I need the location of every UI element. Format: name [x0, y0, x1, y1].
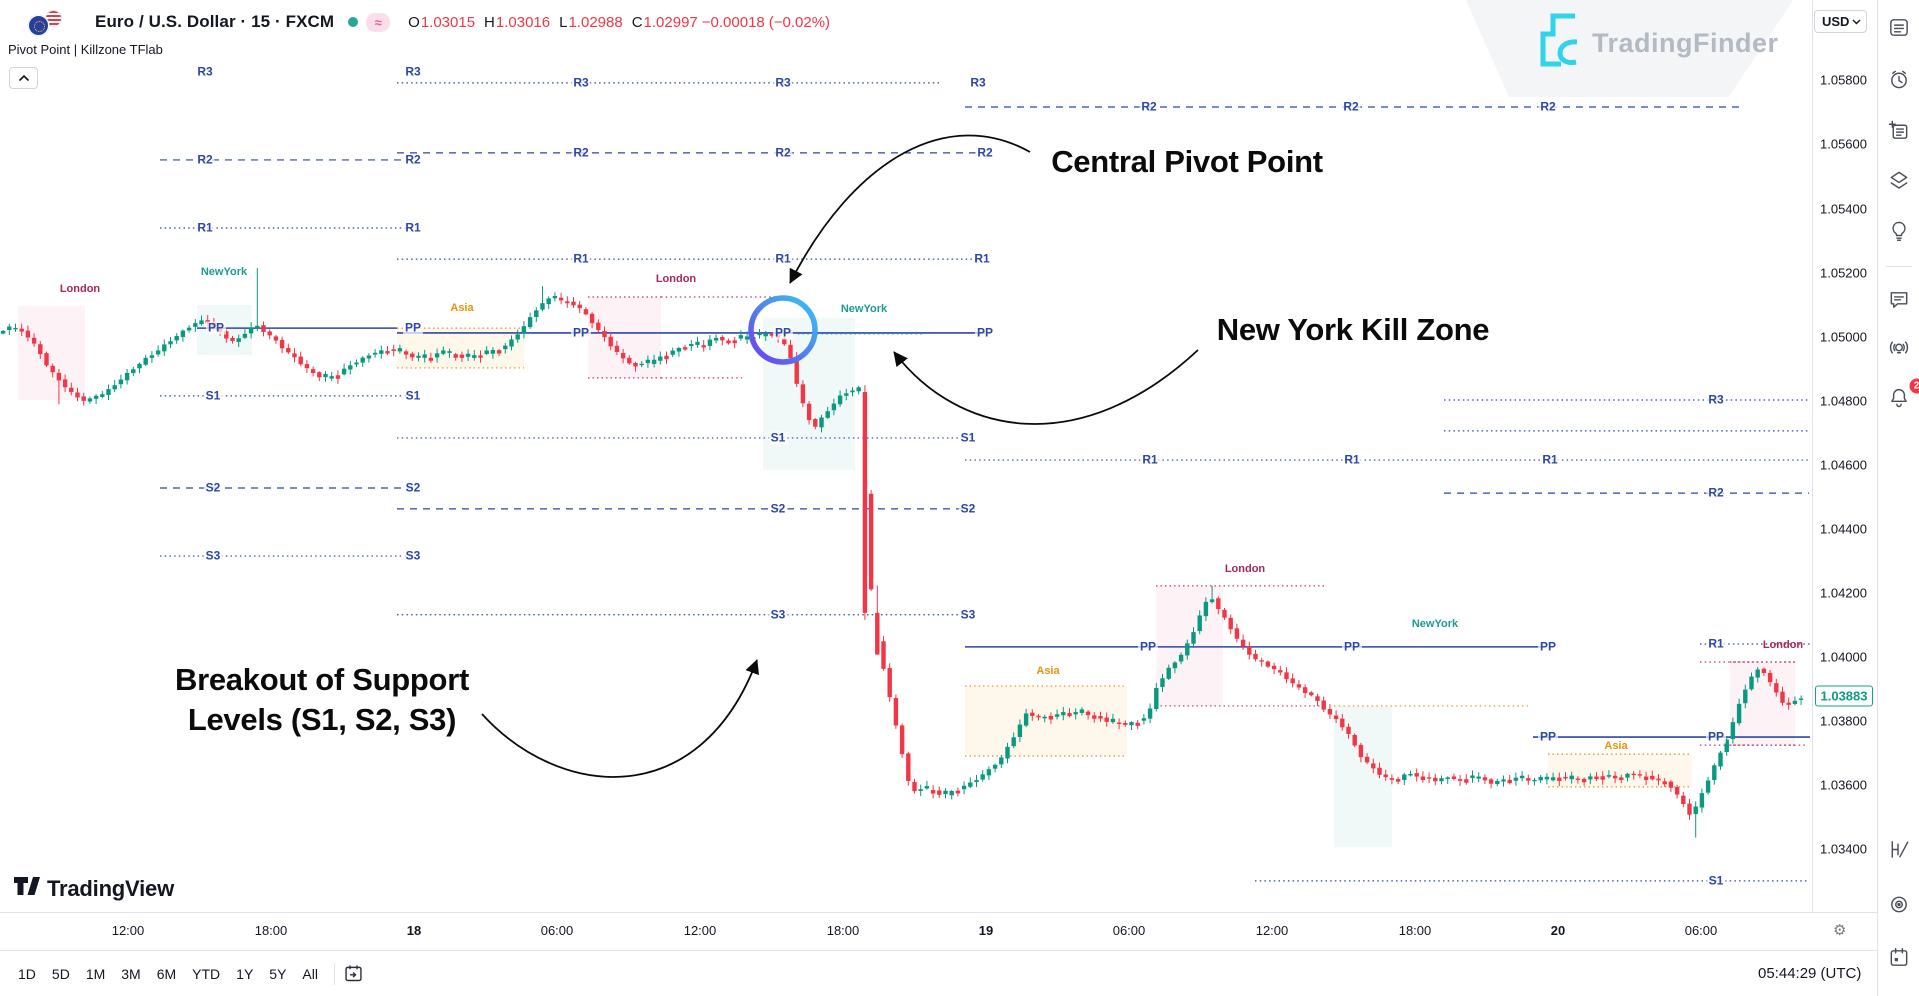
tradingfinder-logo-icon — [1540, 13, 1578, 67]
tradingview-logo-icon — [14, 877, 40, 895]
range-button-1m[interactable]: 1M — [85, 965, 106, 982]
open-value: 1.03015 — [420, 13, 476, 31]
collapse-legend-button[interactable] — [9, 67, 38, 89]
object-tree-icon[interactable] — [1887, 169, 1910, 198]
utc-clock[interactable]: 05:44:29 (UTC) — [1758, 965, 1862, 982]
time-axis[interactable]: ⚙ 12:00 18:00 18 06:00 12:00 18:00 19 06:00 12:0… — [0, 912, 1877, 950]
change-value: −0.00018 — [701, 13, 765, 31]
killzone-box-newyork — [1334, 705, 1392, 848]
time-axis-label: 12:00 — [111, 923, 145, 938]
price-axis-label: 1.04600 — [1820, 457, 1867, 473]
right-icon-sidebar: 2 — [1877, 0, 1919, 996]
settings-gear-icon[interactable]: ⚙ — [1833, 922, 1847, 939]
time-axis-label: 18:00 — [826, 923, 860, 938]
breakout-support-levels-arrow — [481, 659, 759, 778]
time-axis-day-label: 20 — [1550, 923, 1566, 938]
price-axis-label: 1.04800 — [1820, 393, 1867, 409]
price-axis-label: 1.05800 — [1820, 72, 1867, 88]
ohlc-readout: O1.03015 H1.03016 L1.02988 C1.02997 — [408, 13, 698, 31]
killzone-box-london — [588, 296, 661, 378]
chat-icon[interactable] — [1887, 288, 1910, 317]
tradingview-logo[interactable]: TradingView — [14, 876, 174, 902]
change-percent: (−0.02%) — [768, 13, 831, 31]
new-york-kill-zone-arrow — [893, 349, 1199, 425]
range-button-ytd[interactable]: YTD — [192, 965, 221, 982]
currency-dropdown[interactable]: USD — [1814, 10, 1867, 33]
symbol-header: Euro / U.S. Dollar · 15 · FXCM ≈ O1.0301… — [0, 0, 1400, 89]
price-axis-label: 1.05400 — [1820, 201, 1867, 217]
time-axis-label: 06:00 — [540, 923, 574, 938]
killzone-box-london — [18, 305, 85, 401]
chevron-down-icon — [1852, 19, 1861, 24]
low-value: 1.02988 — [568, 13, 623, 31]
time-axis-label: 18:00 — [254, 923, 288, 938]
bottom-calendar-icon[interactable] — [1887, 946, 1910, 975]
notifications-badge: 2 — [1909, 378, 1919, 394]
range-button-3m[interactable]: 3M — [121, 965, 141, 982]
price-axis[interactable]: 1.03883 1.05800 1.05600 1.05400 1.05200 1.05… — [1812, 0, 1877, 950]
price-axis-label: 1.04400 — [1820, 521, 1867, 537]
chevron-up-icon — [18, 74, 29, 82]
range-button-5d[interactable]: 5D — [51, 965, 70, 982]
indicator-legend[interactable]: Pivot Point | Killzone TFlab — [8, 42, 163, 57]
central-pivot-point-arrow — [789, 134, 1031, 284]
price-axis-label: 1.03800 — [1820, 713, 1867, 729]
trading-panel-icon[interactable] — [1887, 838, 1910, 867]
go-to-date-icon[interactable] — [343, 963, 364, 984]
killzone-box-newyork — [763, 317, 855, 471]
time-axis-label: 12:00 — [1255, 923, 1289, 938]
range-button-5y[interactable]: 5Y — [269, 965, 287, 982]
market-open-dot-icon[interactable] — [348, 17, 359, 27]
price-axis-label: 1.04200 — [1820, 585, 1867, 601]
time-axis-day-label: 19 — [978, 923, 994, 938]
tradingfinder-watermark — [1465, 0, 1794, 97]
tradingview-logo-text: TradingView — [47, 876, 174, 901]
alerts-clock-icon[interactable] — [1887, 68, 1910, 97]
watchlist-icon[interactable] — [1887, 16, 1910, 45]
time-axis-label: 06:00 — [1684, 923, 1718, 938]
range-button-6m[interactable]: 6M — [156, 965, 177, 982]
target-icon[interactable] — [1887, 893, 1910, 922]
sidebar-divider — [1886, 266, 1912, 267]
notes-add-icon[interactable] — [1887, 119, 1910, 148]
killzone-box-london — [1730, 661, 1795, 746]
symbol-title[interactable]: Euro / U.S. Dollar · 15 · FXCM — [95, 12, 335, 31]
price-axis-label: 1.05600 — [1820, 136, 1867, 152]
killzone-box-newyork — [197, 305, 252, 356]
currency-value: USD — [1822, 14, 1850, 29]
price-axis-label: 1.03400 — [1820, 841, 1867, 857]
price-axis-label: 1.05200 — [1820, 265, 1867, 281]
killzone-box-asia — [965, 686, 1127, 757]
tradingfinder-watermark-text: TradingFinder — [1592, 27, 1779, 58]
ideas-icon[interactable] — [1887, 219, 1910, 248]
price-axis-label: 1.04000 — [1820, 649, 1867, 665]
time-axis-day-label: 18 — [406, 923, 422, 938]
price-axis-label: 1.05000 — [1820, 329, 1867, 345]
eurusd-pair-icon — [25, 8, 65, 36]
current-price-tag: 1.03883 — [1815, 685, 1873, 707]
bottom-toolbar: 1D 5D 1M 3M 6M YTD 1Y 5Y All 05:44:29 (UTC) — [0, 950, 1877, 996]
central-pivot-highlight-circle — [748, 295, 818, 365]
notifications-bell-icon[interactable]: 2 — [1887, 378, 1919, 415]
time-axis-label: 12:00 — [683, 923, 717, 938]
high-value: 1.03016 — [495, 13, 551, 31]
time-axis-label: 18:00 — [1398, 923, 1432, 938]
streams-icon[interactable] — [1887, 336, 1910, 365]
candles — [0, 268, 1804, 838]
data-mode-icon[interactable]: ≈ — [366, 12, 391, 32]
time-axis-label: 06:00 — [1112, 923, 1146, 938]
range-button-1y[interactable]: 1Y — [236, 965, 254, 982]
close-value: 1.02997 — [643, 13, 698, 31]
price-axis-label: 1.03600 — [1820, 777, 1867, 793]
range-button-all[interactable]: All — [302, 965, 318, 982]
range-button-1d[interactable]: 1D — [18, 965, 36, 982]
